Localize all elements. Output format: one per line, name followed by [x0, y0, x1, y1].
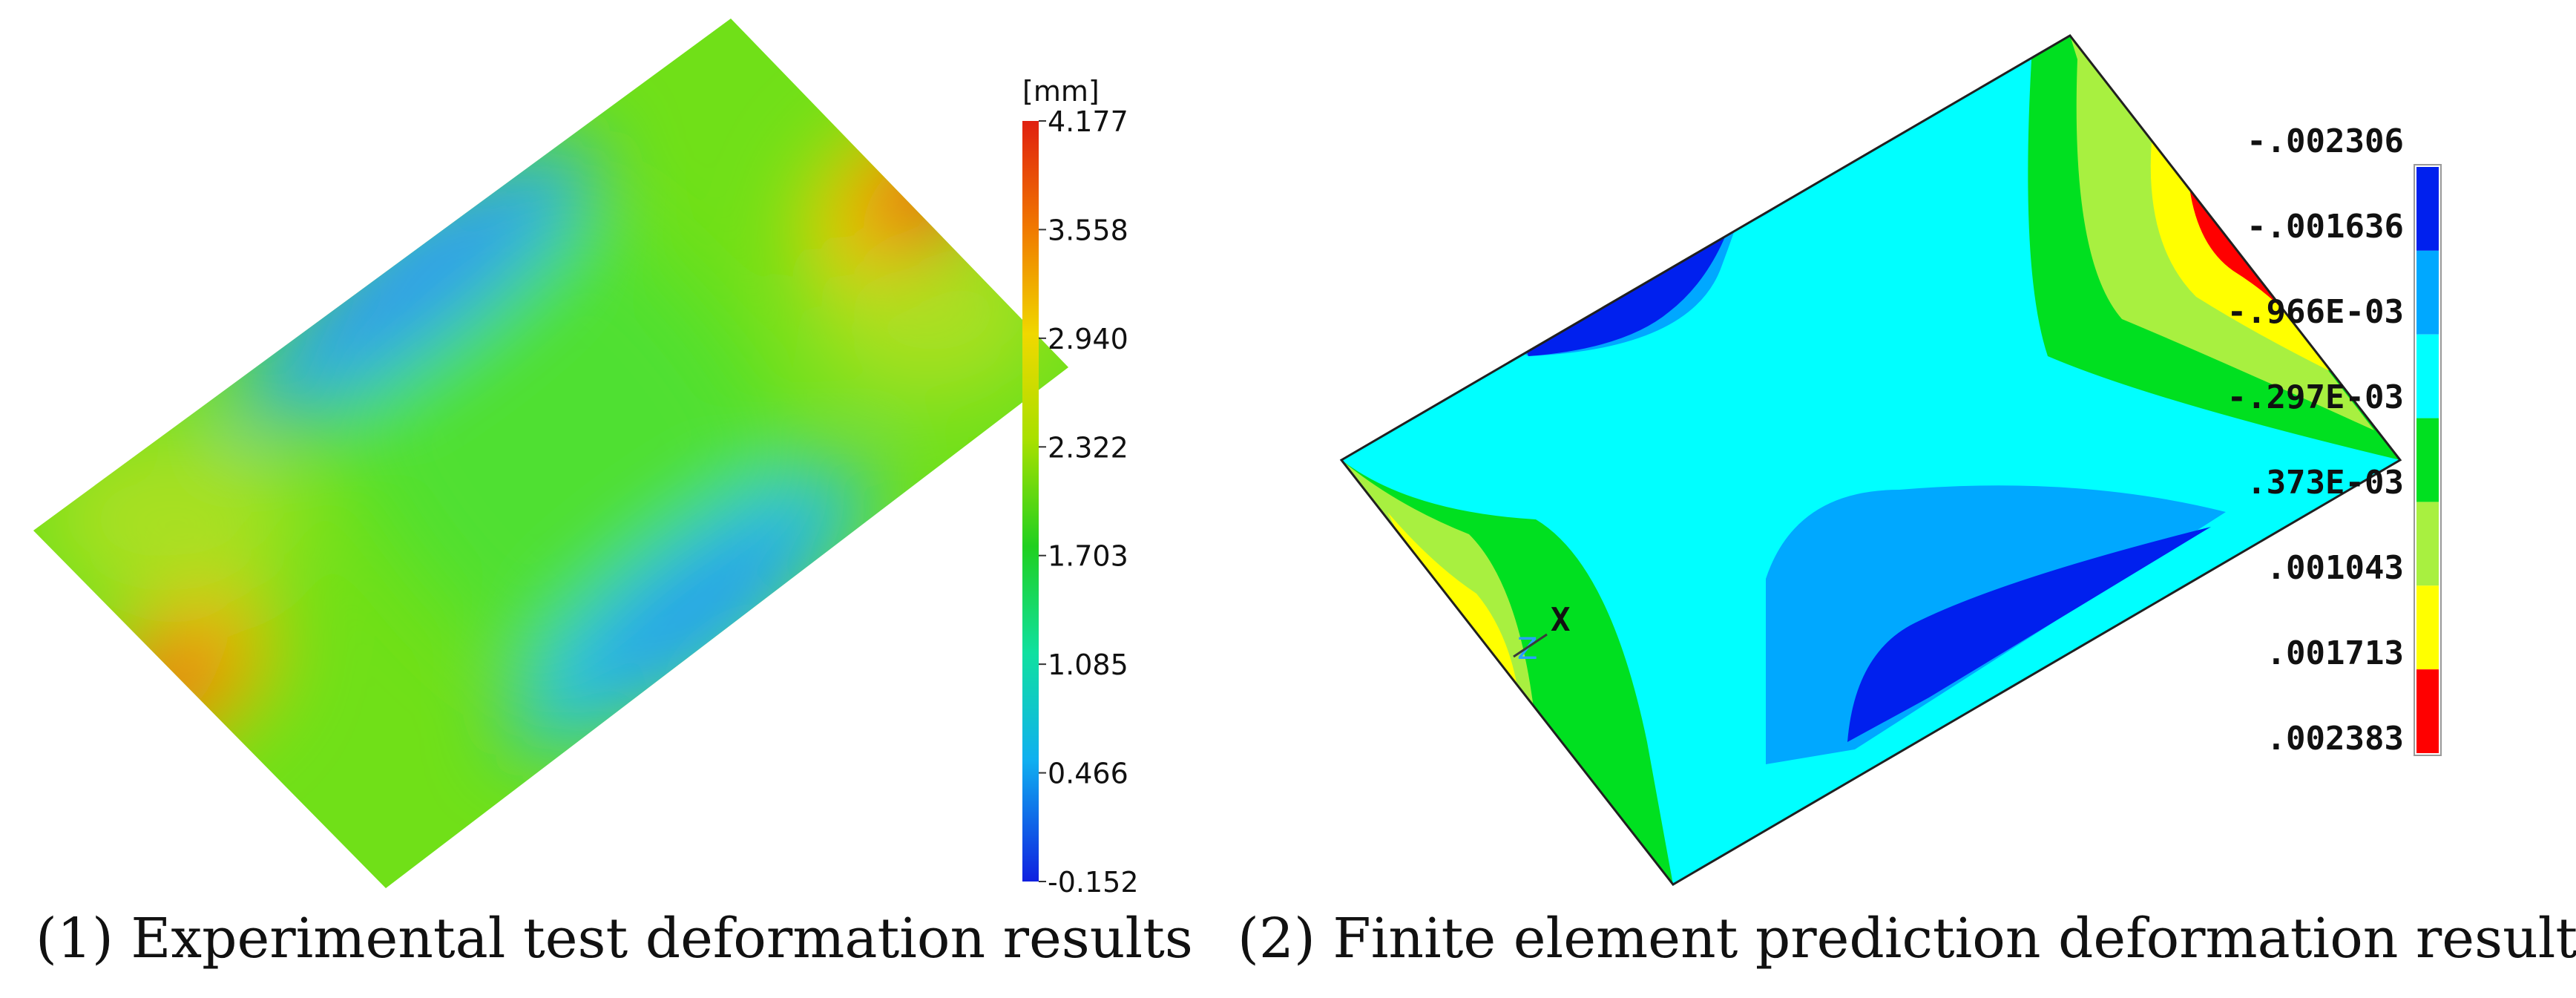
caption-right: (2) Finite element prediction deformatio…: [1238, 907, 2576, 971]
axis-label-x: X: [1551, 601, 1571, 639]
legend-band: [2416, 167, 2439, 251]
legend-label: .001043: [2267, 549, 2404, 587]
legend-band: [2416, 502, 2439, 586]
legend-band: [2416, 334, 2439, 418]
legend-band: [2416, 585, 2439, 670]
fe-legend: -.002306 -.001636 -.966E-03 -.297E-03 .373E-…: [2227, 122, 2442, 758]
scale-tick-label: 1.703: [1048, 540, 1128, 573]
legend-label: -.002306: [2247, 122, 2404, 160]
scale-tick-label: 3.558: [1048, 214, 1128, 246]
caption-left: (1) Experimental test deformation result…: [36, 907, 1193, 971]
scale-tick-label: -0.152: [1048, 866, 1139, 899]
scale-bar: [1022, 121, 1039, 882]
scale-tick-label: 1.085: [1048, 649, 1128, 681]
legend-band: [2416, 669, 2439, 753]
legend-label: -.297E-03: [2227, 378, 2404, 416]
scale-tick-label: 0.466: [1048, 758, 1128, 790]
axis-triad: [1513, 633, 1548, 658]
legend-band: [2416, 250, 2439, 335]
legend-label: .001713: [2267, 634, 2404, 672]
legend-label: -.966E-03: [2227, 293, 2404, 331]
legend-label: .373E-03: [2247, 464, 2404, 502]
experimental-color-scale: [mm] 4.177 3.558 2.940 2.322 1.703 1.085 0.466…: [1022, 75, 1139, 899]
legend-label: -.001636: [2247, 208, 2404, 246]
legend-band: [2416, 418, 2439, 502]
experimental-deformation-map: [33, 19, 1068, 888]
legend-label: .002383: [2267, 720, 2404, 758]
scale-tick-label: 2.940: [1048, 323, 1128, 355]
axis-label-z: Z: [1517, 632, 1537, 666]
scale-tick-label: 4.177: [1048, 105, 1128, 138]
scale-tick-label: 2.322: [1048, 431, 1128, 464]
scale-unit: [mm]: [1022, 75, 1100, 108]
